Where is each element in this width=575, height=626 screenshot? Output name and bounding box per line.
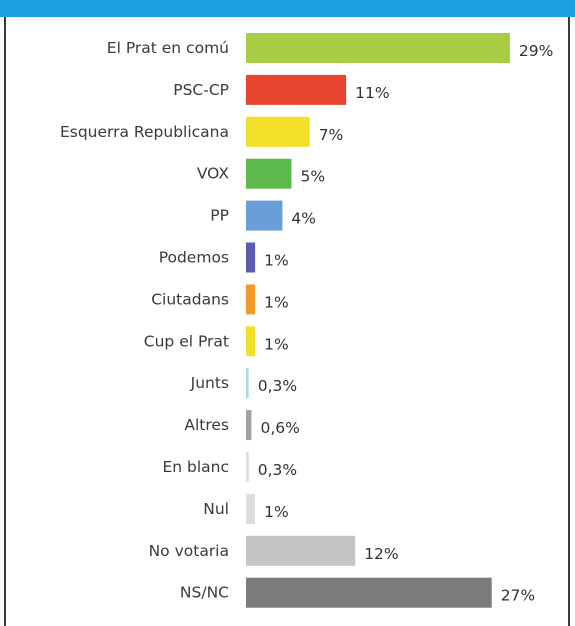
value-label: 0,6% (260, 419, 299, 437)
category-label: VOX (197, 165, 230, 183)
bar (246, 116, 310, 147)
value-label: 27% (501, 587, 535, 605)
bar (246, 74, 347, 105)
category-label: En blanc (162, 458, 229, 476)
category-label: Junts (190, 374, 229, 392)
value-label: 7% (319, 126, 344, 144)
value-label: 5% (301, 168, 326, 186)
value-label: 29% (519, 42, 553, 60)
bar (246, 326, 256, 357)
bar (246, 368, 249, 399)
bar (246, 200, 283, 231)
bar (246, 242, 256, 273)
category-label: Esquerra Republicana (60, 123, 229, 141)
value-label: 0,3% (258, 461, 297, 479)
value-label: 1% (264, 252, 289, 270)
category-label: PSC-CP (173, 81, 229, 99)
value-label: 4% (291, 210, 316, 228)
category-label: Nul (203, 500, 229, 518)
value-label: 1% (264, 335, 289, 353)
bar (246, 284, 256, 315)
value-label: 0,3% (258, 377, 297, 395)
category-label: No votaria (149, 542, 229, 560)
value-label: 11% (355, 84, 389, 102)
bar (246, 158, 292, 189)
value-label: 1% (264, 503, 289, 521)
category-label: Ciutadans (151, 290, 229, 308)
category-label: El Prat en comú (107, 39, 229, 57)
bar (246, 33, 510, 63)
category-label: Altres (184, 416, 229, 434)
value-label: 1% (264, 293, 289, 311)
bar (246, 493, 256, 524)
bar (246, 577, 492, 608)
value-label: 12% (364, 545, 398, 563)
category-label: NS/NC (180, 584, 229, 602)
bar (246, 535, 356, 566)
header-band (0, 0, 575, 17)
chart-frame (4, 17, 570, 626)
bar (246, 452, 249, 482)
category-label: Cup el Prat (144, 332, 229, 350)
bar (246, 410, 252, 441)
category-label: PP (210, 207, 229, 225)
category-label: Podemos (159, 249, 229, 267)
